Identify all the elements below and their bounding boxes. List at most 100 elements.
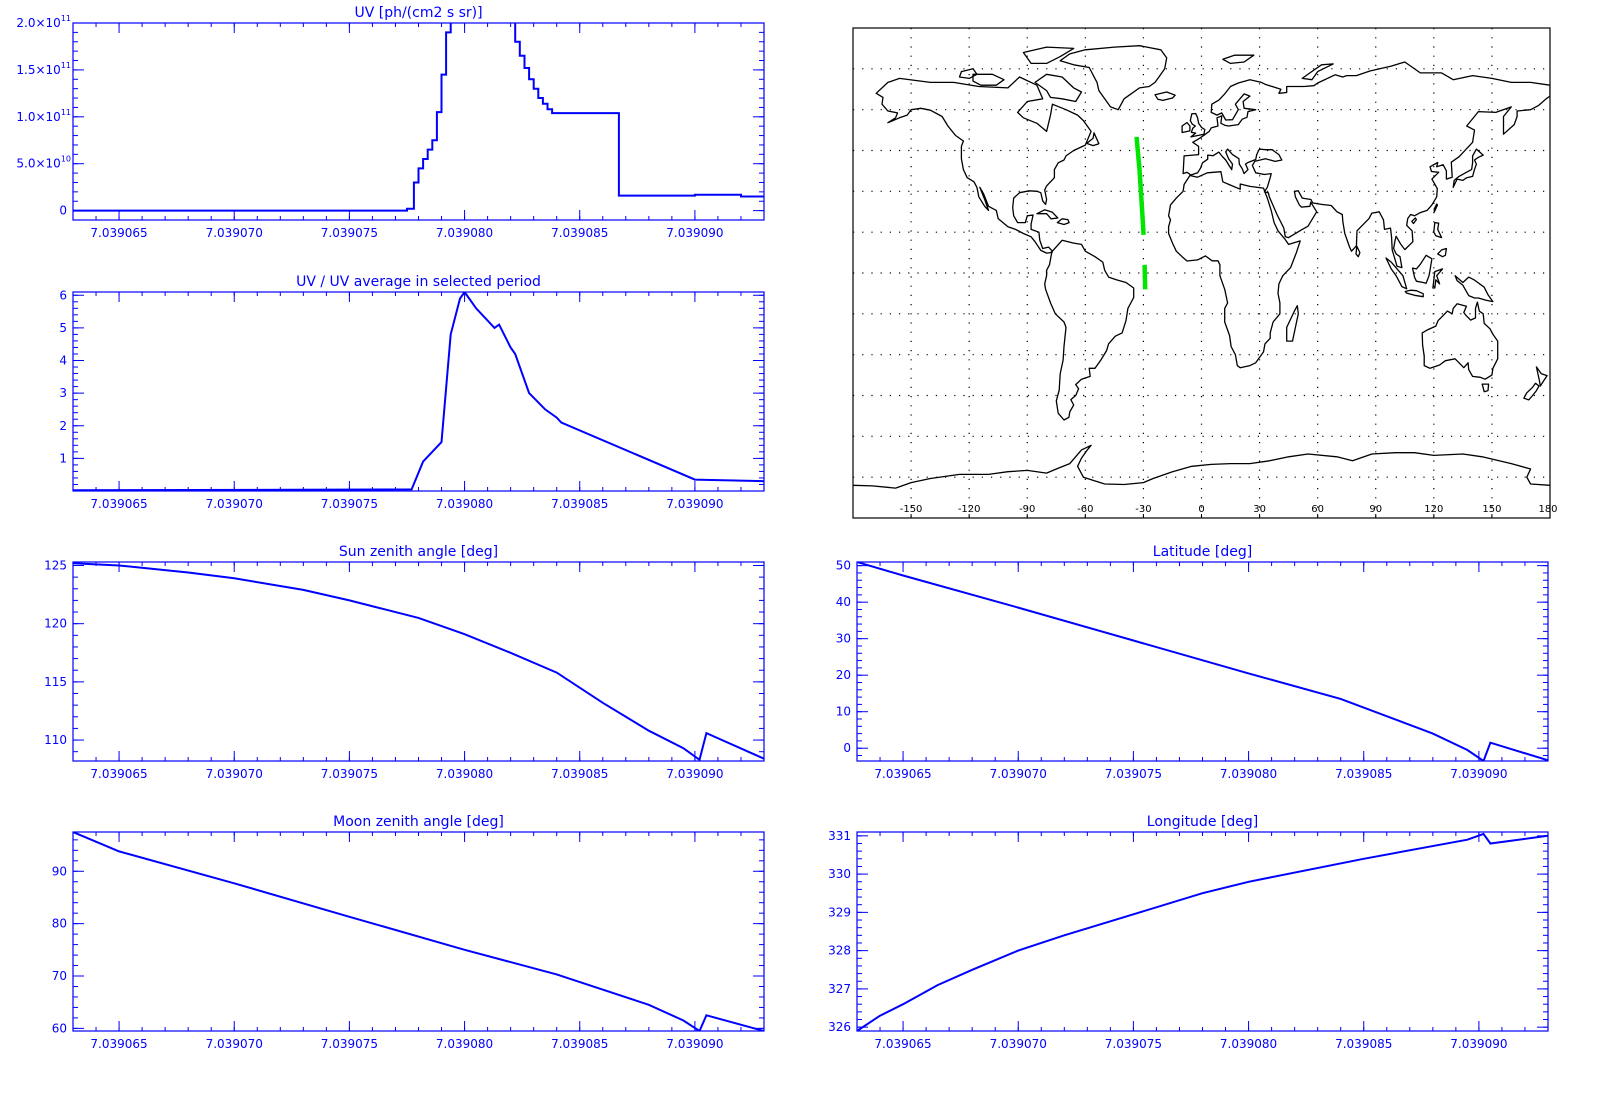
lat-ytick-label: 40	[836, 595, 851, 609]
lat-xtick-label: 7.039080	[1220, 767, 1277, 781]
coastline-sulawesi	[1432, 268, 1444, 289]
mza-ytick-label: 60	[52, 1021, 67, 1035]
uv-y-minor-ticks	[73, 22, 764, 221]
uv-title: UV [ph/(cm2 s sr)]	[354, 5, 482, 21]
plot-uv: UV [ph/(cm2 s sr)] 7.039065 7.039070 7.0390…	[16, 5, 765, 240]
sza-xtick-label: 7.039070	[206, 767, 263, 781]
uv-xtick-label: 7.039080	[436, 226, 493, 240]
mza-frame	[72, 831, 765, 1032]
plot-sun-zenith: Sun zenith angle [deg] 7.039065 7.039070 7.…	[44, 544, 765, 781]
map-lon-label: 30	[1253, 504, 1266, 515]
mza-xtick-label: 7.039085	[551, 1037, 608, 1051]
lat-xtick-label: 7.039090	[1450, 767, 1507, 781]
lon-y-minor-ticks	[857, 835, 1548, 1028]
uvratio-xtick-label: 7.039085	[551, 497, 608, 511]
mza-y-minor-ticks	[73, 839, 764, 1029]
uv-ytick-label: 0	[59, 204, 67, 218]
coastline-victoria	[972, 73, 1005, 86]
coastline-borneo	[1411, 254, 1433, 284]
uvratio-y-minor-ticks	[73, 294, 764, 492]
sza-series-line	[73, 562, 764, 761]
coastline-greenland	[1059, 45, 1168, 111]
map-lon-label: 0	[1198, 504, 1204, 515]
map-lon-label: 60	[1311, 504, 1324, 515]
lat-xtick-label: 7.039085	[1335, 767, 1392, 781]
uvratio-xtick-label: 7.039070	[206, 497, 263, 511]
uv-xtick-label: 7.039090	[666, 226, 723, 240]
sza-xtick-label: 7.039065	[90, 767, 147, 781]
uv-ytick-label: 1.0×1011	[16, 108, 71, 124]
lat-ytick-label: 50	[836, 559, 851, 573]
mza-xtick-label: 7.039065	[90, 1037, 147, 1051]
uvratio-frame	[72, 291, 765, 492]
map-lon-label: -120	[958, 504, 981, 515]
coastline-sumatra	[1385, 257, 1408, 290]
sza-ytick-label: 125	[44, 558, 67, 572]
map-lon-label: -60	[1077, 504, 1093, 515]
map-lon-label: 120	[1424, 504, 1443, 515]
lon-xtick-label: 7.039085	[1335, 1037, 1392, 1051]
coastline-luzon	[1433, 221, 1443, 239]
coastline-java	[1404, 289, 1424, 298]
coastline-newfoundland	[1086, 132, 1100, 147]
world-map: -150 -120 -90 -60 -30 0 30 60 90 120 150 180	[852, 27, 1558, 519]
mza-series-line	[73, 832, 764, 1031]
lon-ytick-label: 326	[828, 1020, 851, 1034]
sza-x-minor-ticks	[72, 562, 765, 761]
plot-longitude: Longitude [deg] 7.039065 7.039070 7.039075 7…	[828, 814, 1549, 1051]
sza-frame	[72, 561, 765, 762]
uv-ytick-label: 1.5×1011	[16, 61, 71, 77]
coastline-south-america	[1044, 239, 1135, 421]
uvratio-xtick-label: 7.039065	[90, 497, 147, 511]
uvratio-ytick-label: 6	[59, 288, 67, 302]
plot-latitude: Latitude [deg] 7.039065 7.039070 7.039075 7.…	[836, 544, 1549, 781]
lon-ytick-label: 327	[828, 982, 851, 996]
uvratio-xtick-label: 7.039080	[436, 497, 493, 511]
lon-xtick-label: 7.039090	[1450, 1037, 1507, 1051]
lon-xtick-label: 7.039080	[1220, 1037, 1277, 1051]
coastline-iceland	[1154, 91, 1176, 102]
plot-moon-zenith: Moon zenith angle [deg] 7.039065 7.039070 7…	[52, 814, 765, 1051]
uvratio-xtick-label: 7.039090	[666, 497, 723, 511]
ground-track-segment	[1142, 264, 1148, 290]
uv-series-line	[73, 23, 764, 212]
uv-ytick-label: 5.0×1010	[16, 155, 71, 171]
uvratio-ytick-label: 2	[59, 419, 67, 433]
coastline-nz-north	[1535, 366, 1548, 387]
lon-ytick-label: 329	[828, 905, 851, 919]
coastline-japan	[1452, 148, 1484, 188]
lat-ytick-label: 20	[836, 668, 851, 682]
coastline-eurasia	[1182, 61, 1550, 269]
uv-ytick-label: 2.0×1011	[16, 14, 71, 30]
sza-xtick-label: 7.039075	[321, 767, 378, 781]
lon-xtick-label: 7.039075	[1105, 1037, 1162, 1051]
lat-ytick-label: 10	[836, 705, 851, 719]
coastline-madagascar	[1286, 305, 1299, 342]
lat-xtick-label: 7.039065	[874, 767, 931, 781]
uvratio-ytick-label: 5	[59, 321, 67, 335]
coastline-north-america	[875, 76, 1092, 254]
mza-x-minor-ticks	[72, 832, 765, 1031]
lon-frame	[856, 831, 1549, 1032]
coastline-cuba	[1036, 209, 1059, 220]
coastline-africa	[1167, 171, 1301, 369]
map-lon-label: -90	[1019, 504, 1035, 515]
uv-xtick-label: 7.039085	[551, 226, 608, 240]
mza-title: Moon zenith angle [deg]	[333, 814, 504, 830]
mza-xtick-label: 7.039070	[206, 1037, 263, 1051]
coastline-antarctica	[853, 444, 1550, 489]
map-lon-label: 150	[1482, 504, 1501, 515]
coastline-tasmania	[1481, 383, 1490, 393]
lat-x-minor-ticks	[856, 562, 1549, 761]
mza-xtick-label: 7.039075	[321, 1037, 378, 1051]
coastline-baffin	[1034, 73, 1083, 103]
mza-xtick-label: 7.039090	[666, 1037, 723, 1051]
map-lon-label: 90	[1369, 504, 1382, 515]
coastline-hainan	[1411, 217, 1418, 225]
coastline-svalbard	[1222, 54, 1255, 65]
uv-xtick-label: 7.039065	[90, 226, 147, 240]
coastline-ellesmere	[1022, 46, 1075, 65]
uvratio-series-line	[73, 292, 764, 491]
lon-x-minor-ticks	[856, 832, 1549, 1031]
